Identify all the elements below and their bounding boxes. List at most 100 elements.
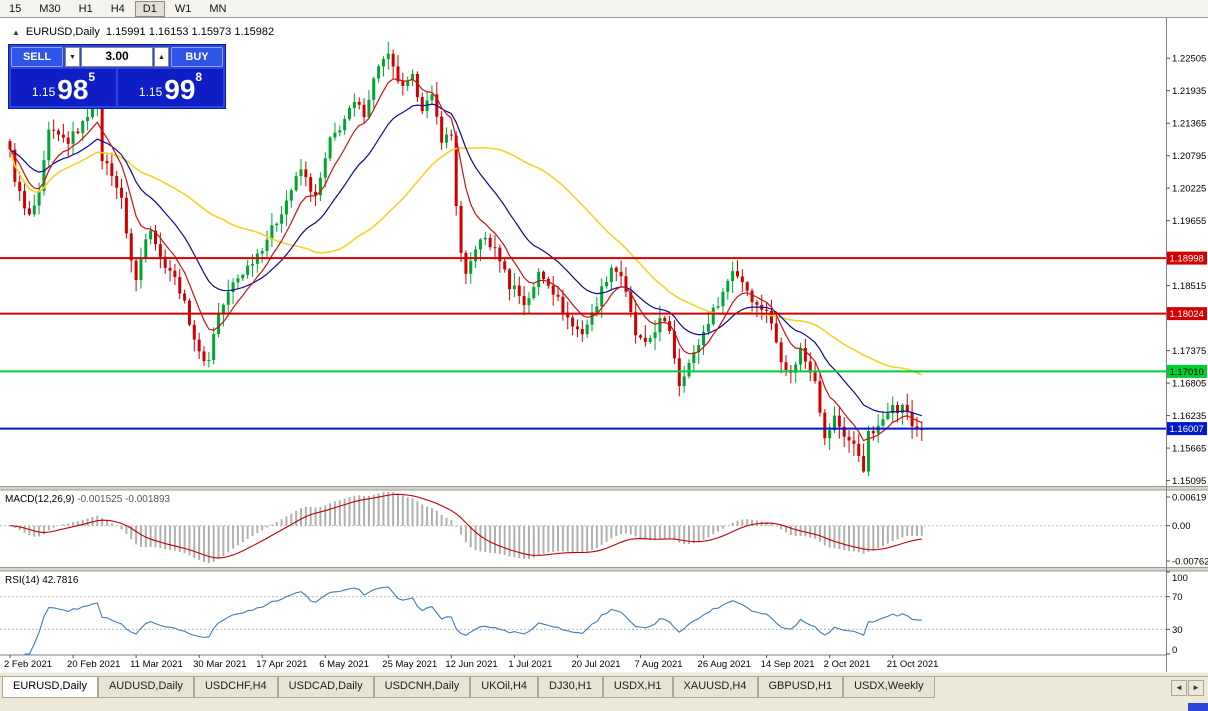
date-tick-label: 21 Oct 2021 (887, 659, 939, 670)
date-tick-label: 2 Feb 2021 (4, 659, 52, 670)
sell-price-display[interactable]: 1.15 98 5 (11, 69, 116, 106)
chart-tab-eurusd-daily[interactable]: EURUSD,Daily (2, 677, 98, 698)
volume-increase-icon[interactable]: ▲ (154, 47, 169, 67)
trade-widget-controls: SELL ▼ 3.00 ▲ BUY (11, 47, 223, 67)
date-tick-label: 1 Jul 2021 (508, 659, 552, 670)
timeframe-button-mn[interactable]: MN (209, 2, 227, 15)
chart-ohlc-values: 1.15991 1.16153 1.15973 1.15982 (105, 26, 275, 38)
panel-separator[interactable] (0, 567, 1208, 572)
status-bar (0, 703, 1208, 711)
date-tick-label: 20 Jul 2021 (571, 659, 620, 670)
time-axis[interactable]: 2 Feb 2021 20 Feb 2021 11 Mar 2021 30 Mar 2… (4, 655, 938, 670)
chart-title: ▲ EURUSD,Daily 1.15991 1.16153 1.15973 1… (12, 26, 274, 38)
bottom-gap-strip (0, 672, 1208, 676)
chart-icon: ▲ (12, 27, 20, 37)
chart-tab-usdx-h1[interactable]: USDX,H1 (602, 677, 673, 698)
timeframe-toolbar: 15 M30 H1 H4 D1 W1 MN (0, 0, 1208, 18)
price-tick-label: 1.20795 (1172, 151, 1206, 162)
buy-price-display[interactable]: 1.15 99 8 (118, 69, 223, 106)
macd-tick-label: 0.00 (1172, 521, 1191, 532)
tab-scroll-controls: ◄ ► (1171, 677, 1208, 696)
trade-widget-prices: 1.15 98 5 1.15 99 8 (11, 69, 223, 106)
chart-tab-audusd-daily[interactable]: AUDUSD,Daily (97, 677, 194, 698)
chart-tab-usdcad-daily[interactable]: USDCAD,Daily (277, 677, 374, 698)
timeframe-button-w1[interactable]: W1 (174, 2, 192, 15)
volume-control: ▼ 3.00 ▲ (65, 47, 169, 67)
price-tick-label: 1.22505 (1172, 54, 1206, 65)
ma-mid-line (9, 103, 922, 417)
timeframe-button-m30[interactable]: M30 (39, 2, 61, 15)
timeframe-button-15[interactable]: 15 (9, 2, 22, 15)
tab-scroll-left-icon[interactable]: ◄ (1171, 680, 1187, 696)
price-tick-label: 1.20225 (1172, 184, 1206, 195)
chart-canvas[interactable]: 1.22505 1.21935 1.21365 1.20795 1.20225 1.196… (0, 18, 1208, 676)
tab-scroll-right-icon[interactable]: ► (1188, 680, 1204, 696)
chart-tab-xauusd-h4[interactable]: XAUUSD,H4 (672, 677, 758, 698)
sell-price-big-digits: 98 (57, 74, 89, 105)
sell-price-base: 1.15 (31, 85, 56, 99)
price-line-badge-1.18998: 1.18998 (1167, 251, 1207, 265)
date-tick-label: 25 May 2021 (382, 659, 437, 670)
price-tick-label: 1.15095 (1172, 476, 1206, 487)
macd-signal-line (9, 493, 922, 559)
price-badge-label: 1.18998 (1170, 254, 1204, 265)
volume-input[interactable]: 3.00 (81, 47, 153, 67)
date-tick-label: 2 Oct 2021 (824, 659, 870, 670)
chart-tab-ukoil-h4[interactable]: UKOil,H4 (470, 677, 539, 698)
sell-price-pip: 5 (88, 70, 96, 84)
date-tick-label: 12 Jun 2021 (445, 659, 497, 670)
rsi-tick-label: 0 (1172, 645, 1177, 656)
rsi-line (24, 586, 922, 655)
macd-tick-label: -0.00762 (1172, 557, 1208, 568)
price-tick-label: 1.21935 (1172, 86, 1206, 97)
chart-tab-usdcnh-daily[interactable]: USDCNH,Daily (373, 677, 471, 698)
price-tick-label: 1.18515 (1172, 281, 1206, 292)
connection-indicator (1188, 703, 1208, 711)
macd-label: MACD(12,26,9) -0.001525 -0.001893 (5, 494, 171, 505)
rsi-axis: 100 70 30 0 (1166, 571, 1188, 656)
price-tick-label: 1.15665 (1172, 444, 1206, 455)
buy-price-base: 1.15 (138, 85, 163, 99)
price-tick-label: 1.17375 (1172, 346, 1206, 357)
date-tick-label: 20 Feb 2021 (67, 659, 120, 670)
date-tick-label: 17 Apr 2021 (256, 659, 307, 670)
buy-button[interactable]: BUY (171, 47, 223, 67)
chart-tab-usdchf-h4[interactable]: USDCHF,H4 (193, 677, 278, 698)
ma-fast-line (9, 78, 923, 442)
price-line-badge-1.16007: 1.16007 (1167, 422, 1207, 436)
date-tick-label: 26 Aug 2021 (698, 659, 751, 670)
price-tick-label: 1.16805 (1172, 379, 1206, 390)
chart-tab-usdx-weekly[interactable]: USDX,Weekly (843, 677, 935, 698)
chart-tab-dj30-h1[interactable]: DJ30,H1 (538, 677, 603, 698)
price-line-badge-1.17010: 1.17010 (1167, 364, 1207, 378)
rsi-tick-label: 70 (1172, 592, 1183, 603)
chart-tab-bar: EURUSD,Daily AUDUSD,Daily USDCHF,H4 USDCAD,… (0, 676, 1208, 703)
price-axis[interactable]: 1.22505 1.21935 1.21365 1.20795 1.20225 1.196… (1166, 54, 1206, 487)
date-tick-label: 7 Aug 2021 (635, 659, 683, 670)
panel-separator[interactable] (0, 486, 1208, 491)
chart-tabs: EURUSD,Daily AUDUSD,Daily USDCHF,H4 USDCAD,… (0, 677, 1171, 698)
price-tick-label: 1.19655 (1172, 216, 1206, 227)
timeframe-button-h4[interactable]: H4 (110, 2, 125, 15)
rsi-label: RSI(14) 42.7816 (5, 575, 79, 586)
sell-button[interactable]: SELL (11, 47, 63, 67)
date-tick-label: 11 Mar 2021 (130, 659, 183, 670)
price-badge-label: 1.18024 (1170, 309, 1204, 320)
rsi-tick-label: 30 (1172, 625, 1183, 636)
timeframe-button-h1[interactable]: H1 (78, 2, 93, 15)
rsi-tick-label: 100 (1172, 573, 1188, 584)
buy-price-pip: 8 (195, 70, 203, 84)
timeframe-button-d1[interactable]: D1 (134, 0, 165, 17)
volume-decrease-icon[interactable]: ▼ (65, 47, 80, 67)
macd-axis: 0.00619 0.00 -0.00762 (1166, 493, 1208, 568)
candlestick-series (8, 41, 924, 476)
chart-tab-gbpusd-h1[interactable]: GBPUSD,H1 (757, 677, 844, 698)
date-tick-label: 6 May 2021 (319, 659, 369, 670)
price-line-badge-1.18024: 1.18024 (1167, 307, 1207, 321)
chart-symbol-label: EURUSD,Daily (25, 26, 100, 38)
date-tick-label: 14 Sep 2021 (761, 659, 815, 670)
macd-tick-label: 0.00619 (1172, 493, 1206, 504)
price-badge-label: 1.16007 (1170, 424, 1204, 435)
price-tick-label: 1.21365 (1172, 119, 1206, 130)
